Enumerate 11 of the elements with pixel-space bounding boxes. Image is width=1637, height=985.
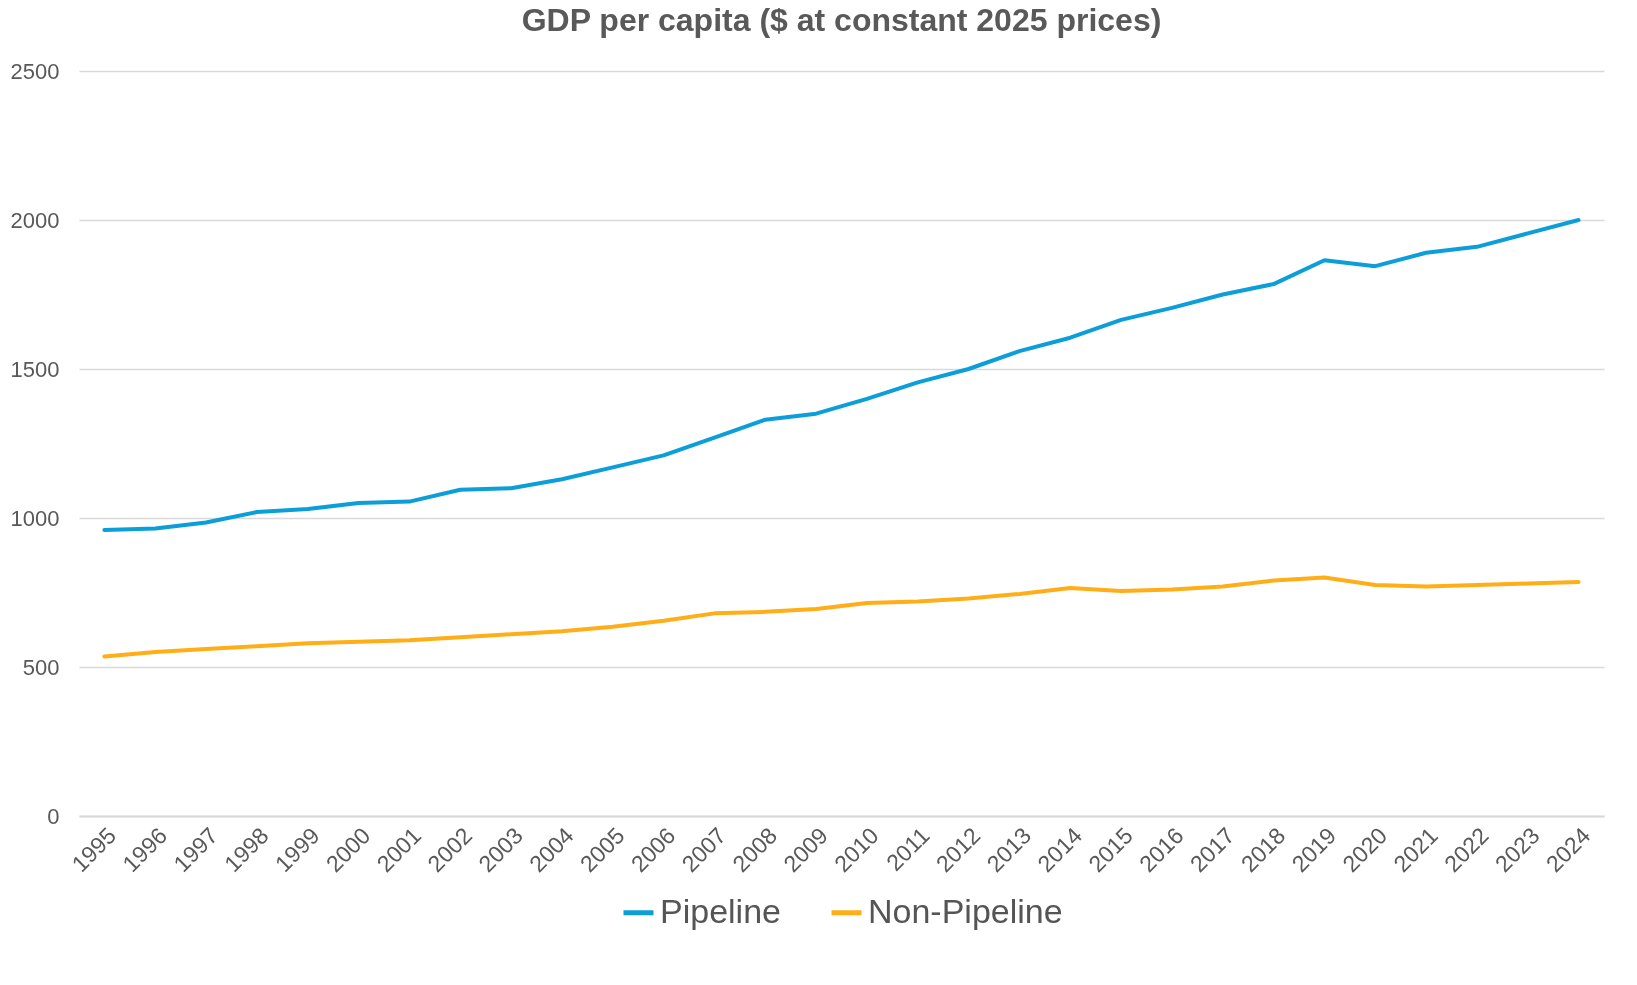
y-tick-label: 0 [47,803,60,829]
legend-label: Pipeline [660,891,781,930]
legend-label: Non-Pipeline [868,891,1063,930]
y-tick-label: 1500 [10,356,60,382]
line-series [102,218,1581,532]
y-tick-label: 2500 [10,58,60,84]
chart-title: GDP per capita ($ at constant 2025 prices) [521,2,1162,38]
y-tick-label: 1000 [10,505,60,531]
y-tick-label: 2000 [10,207,60,233]
line-series [102,575,1581,659]
y-tick-label: 500 [22,654,60,680]
